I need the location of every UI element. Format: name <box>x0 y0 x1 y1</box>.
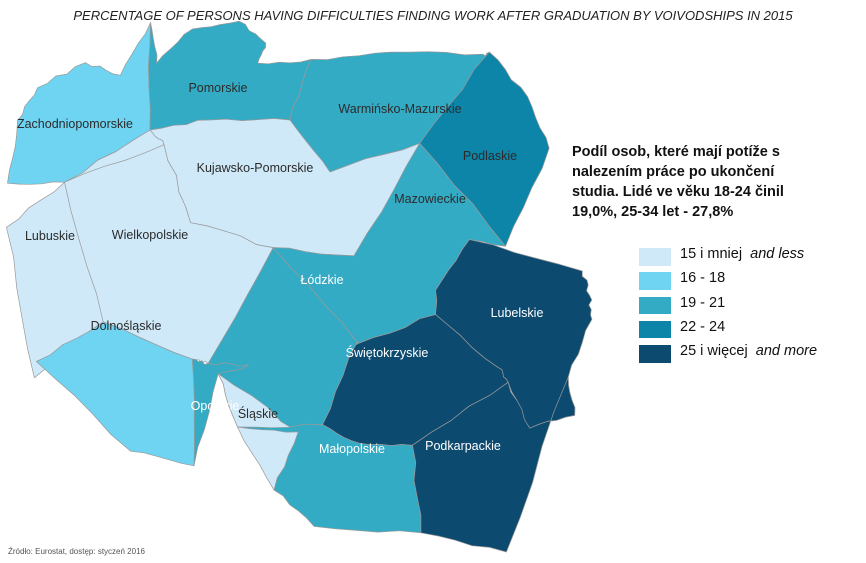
svg-text:Podlaskie: Podlaskie <box>463 149 517 163</box>
svg-text:Łódzkie: Łódzkie <box>300 273 343 287</box>
svg-text:Warmińsko-Mazurskie: Warmińsko-Mazurskie <box>338 102 461 116</box>
svg-text:Kujawsko-Pomorskie: Kujawsko-Pomorskie <box>197 161 314 175</box>
svg-text:Mazowieckie: Mazowieckie <box>394 192 466 206</box>
svg-text:Opolskie: Opolskie <box>191 399 240 413</box>
svg-text:Lubuskie: Lubuskie <box>25 229 75 243</box>
svg-text:Małopolskie: Małopolskie <box>319 442 385 456</box>
svg-text:Zachodniopomorskie: Zachodniopomorskie <box>17 117 133 131</box>
svg-text:Śląskie: Śląskie <box>238 406 278 421</box>
svg-text:Pomorskie: Pomorskie <box>188 81 247 95</box>
svg-text:Wielkopolskie: Wielkopolskie <box>112 228 188 242</box>
svg-text:Dolnośląskie: Dolnośląskie <box>91 319 162 333</box>
svg-text:Świętokrzyskie: Świętokrzyskie <box>346 345 429 360</box>
svg-text:Podkarpackie: Podkarpackie <box>425 439 501 453</box>
svg-text:Lubelskie: Lubelskie <box>491 306 544 320</box>
